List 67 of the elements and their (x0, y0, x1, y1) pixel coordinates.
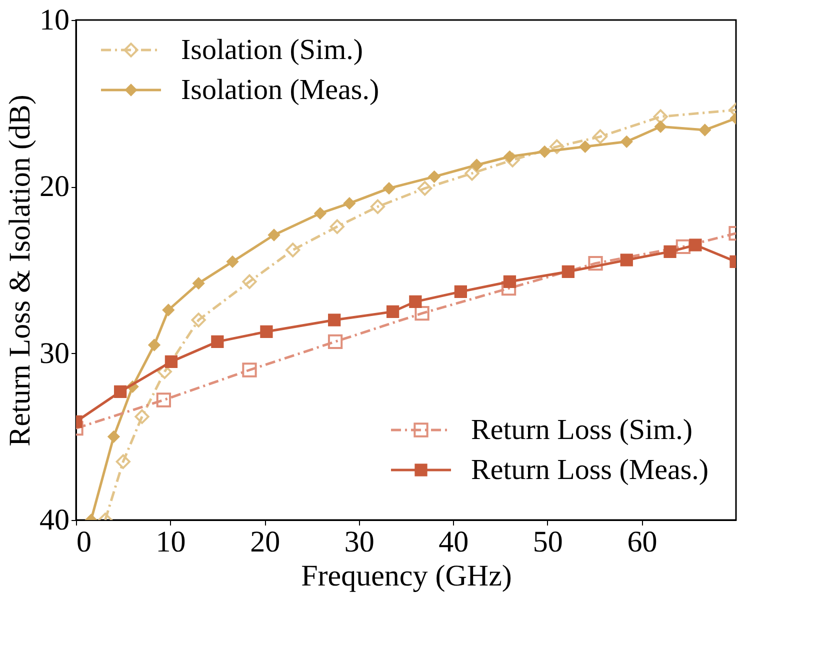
point (501, 281, 516, 296)
point (538, 145, 551, 158)
point (470, 158, 484, 172)
legend-label: Isolation (Sim.) (181, 34, 364, 66)
point (505, 152, 520, 168)
point (260, 325, 273, 338)
point (330, 219, 344, 234)
x-tick-label: 0 (76, 526, 92, 558)
legend-label: Isolation (Meas.) (181, 74, 380, 106)
point (114, 385, 127, 398)
point (156, 392, 172, 408)
point (314, 207, 327, 220)
legend-label: Return Loss (Sim.) (471, 414, 693, 446)
point (343, 197, 356, 210)
point (164, 355, 178, 368)
point (268, 228, 280, 242)
point (382, 182, 396, 195)
y-tick-label: 20 (40, 170, 70, 204)
point (503, 150, 516, 163)
point (464, 166, 480, 181)
point (242, 274, 257, 289)
point (418, 181, 432, 196)
point (654, 120, 667, 133)
point (562, 265, 574, 278)
point (414, 306, 430, 321)
x-tick-label: 10 (156, 526, 186, 558)
x-tick-label: 60 (627, 526, 658, 558)
point (242, 362, 257, 378)
point (578, 140, 592, 153)
x-tick-label: 50 (532, 526, 563, 558)
point (134, 409, 150, 424)
point (592, 129, 608, 144)
point (211, 335, 224, 348)
point (286, 242, 300, 258)
point (550, 139, 564, 154)
point (698, 124, 712, 136)
point (503, 275, 516, 288)
point (226, 255, 239, 268)
point (107, 430, 120, 443)
x-tick-label: 30 (344, 526, 374, 558)
point (676, 239, 691, 254)
point (620, 135, 633, 148)
point (409, 295, 422, 308)
y-tick-label: 30 (40, 336, 70, 370)
point (653, 109, 668, 124)
point (328, 334, 343, 349)
point (689, 238, 702, 252)
point (588, 256, 603, 271)
point (328, 314, 341, 326)
x-tick-label: 40 (438, 526, 469, 558)
point (454, 285, 468, 298)
y-axis-title: Return Loss & Isolation (dB) (4, 94, 36, 446)
point (116, 454, 130, 469)
legend-label: Return Loss (Meas.) (471, 454, 709, 486)
point (191, 312, 206, 328)
point (148, 338, 161, 352)
y-tick-label: 40 (40, 504, 70, 536)
point (370, 199, 386, 214)
point (664, 245, 676, 258)
point (192, 277, 205, 290)
point (386, 305, 400, 318)
x-axis-title: Frequency (GHz) (301, 560, 512, 592)
x-tick-label: 20 (250, 526, 280, 558)
point (162, 304, 175, 316)
point (428, 170, 441, 183)
point (620, 254, 633, 266)
y-tick-label: 10 (40, 4, 70, 36)
